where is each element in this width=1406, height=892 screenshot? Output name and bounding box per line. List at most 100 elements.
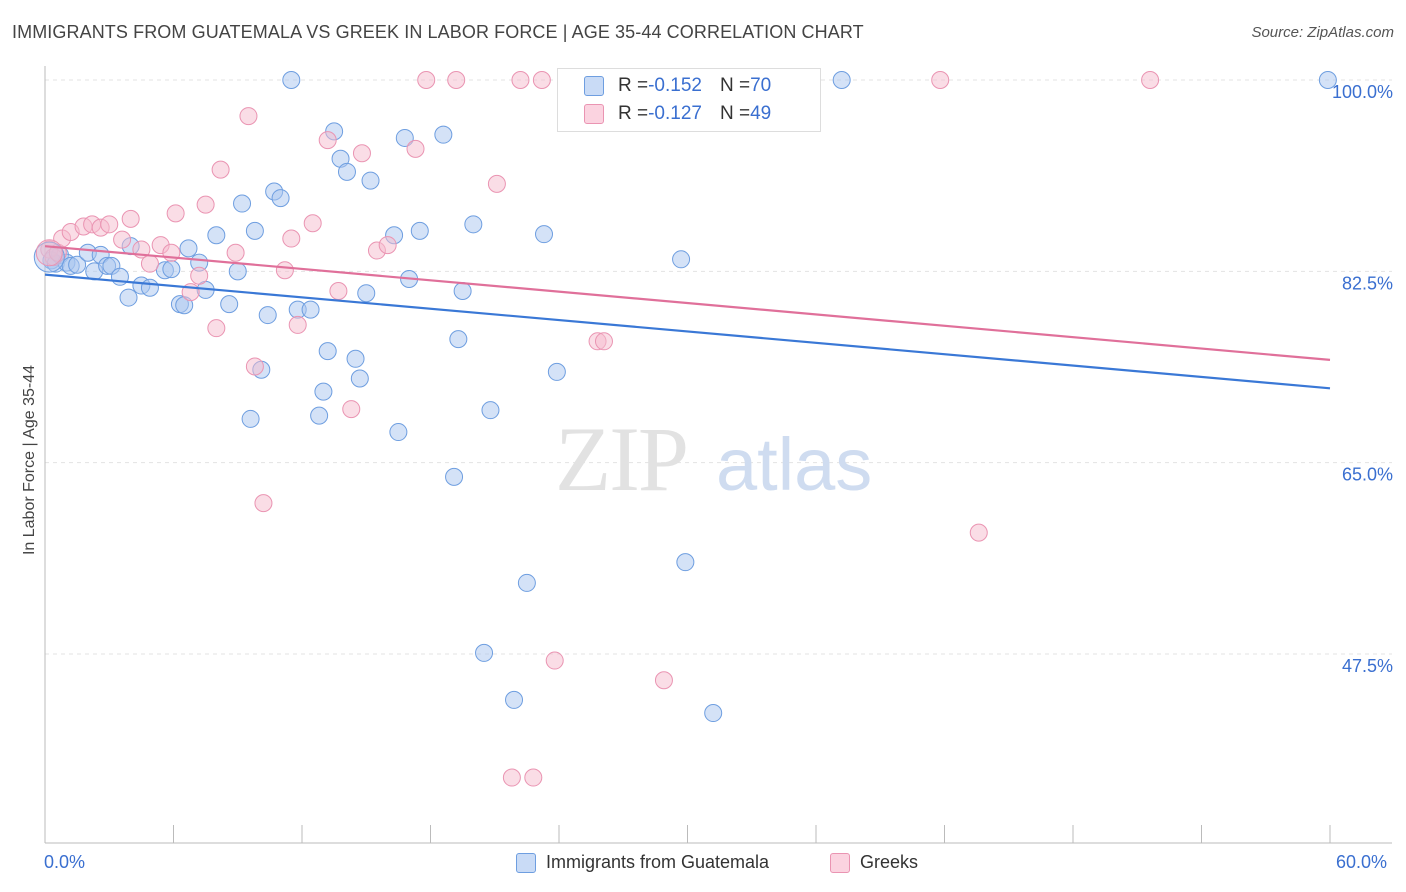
stats-row-greeks: R = -0.127 N = 49 — [584, 100, 771, 128]
point-guatemala — [258, 306, 277, 325]
trend-line-guatemala — [44, 273, 1331, 390]
point-greeks — [211, 160, 230, 179]
point-greeks — [245, 357, 264, 376]
trend-lines — [44, 245, 1331, 390]
stats-row-guatemala: R = -0.152 N = 70 — [584, 72, 771, 100]
point-guatemala — [241, 409, 260, 428]
point-guatemala — [310, 406, 329, 425]
point-greeks — [532, 71, 551, 89]
x-tick-label-min: 0.0% — [44, 852, 86, 872]
point-greeks — [342, 400, 361, 419]
stats-legend: R = -0.152 N = 70 R = -0.127 N = 49 — [557, 68, 821, 132]
stats-n-label: N = — [719, 103, 751, 124]
point-guatemala — [445, 467, 464, 486]
axes — [44, 66, 1392, 844]
point-guatemala — [434, 125, 453, 144]
stats-swatch-guatemala — [584, 76, 604, 96]
point-guatemala — [337, 162, 356, 181]
point-guatemala — [33, 241, 65, 273]
point-guatemala — [179, 239, 198, 258]
watermark: ZIP atlas — [555, 408, 872, 510]
point-greeks — [511, 71, 530, 89]
point-greeks — [352, 144, 371, 163]
point-guatemala — [1318, 71, 1337, 89]
source-label: Source: ZipAtlas.com — [1251, 24, 1394, 41]
point-greeks — [969, 523, 988, 542]
watermark-atlas: atlas — [716, 423, 872, 506]
stats-r-label: R = — [618, 75, 649, 96]
stats-r-value: -0.127 — [648, 103, 702, 124]
point-guatemala — [119, 288, 138, 307]
y-tick-label: 47.5% — [1342, 656, 1393, 676]
point-guatemala — [314, 382, 333, 401]
point-greeks — [100, 215, 119, 234]
legend-swatch-greeks — [830, 852, 850, 873]
point-guatemala — [453, 282, 472, 301]
point-guatemala — [361, 171, 380, 190]
point-greeks — [226, 243, 245, 262]
point-greeks — [406, 139, 425, 158]
point-greeks — [545, 651, 564, 670]
point-greeks — [190, 266, 209, 285]
trend-line-greeks — [44, 245, 1331, 361]
legend-swatch-guatemala — [516, 852, 536, 873]
point-guatemala — [464, 215, 483, 234]
point-greeks — [254, 494, 273, 513]
point-greeks — [329, 282, 348, 301]
point-greeks — [121, 209, 140, 228]
point-guatemala — [271, 189, 290, 208]
stats-r-label: R = — [618, 103, 649, 124]
point-guatemala — [68, 255, 87, 274]
legend-item-guatemala[interactable]: Immigrants from Guatemala — [516, 852, 769, 873]
point-guatemala — [475, 643, 494, 662]
point-guatemala — [282, 71, 301, 89]
point-greeks — [282, 229, 301, 248]
point-guatemala — [228, 262, 247, 281]
legend-label-guatemala: Immigrants from Guatemala — [546, 852, 770, 872]
y-tick-label: 100.0% — [1332, 82, 1393, 102]
x-tick-label-max: 60.0% — [1336, 852, 1388, 872]
point-guatemala — [346, 349, 365, 368]
point-greeks — [275, 261, 294, 280]
data-points — [33, 71, 1337, 787]
point-greeks — [1141, 71, 1160, 89]
point-greeks — [35, 239, 63, 267]
point-guatemala — [410, 221, 429, 240]
y-tick-label: 82.5% — [1342, 273, 1393, 293]
legend-label-greeks: Greeks — [860, 852, 919, 872]
point-guatemala — [395, 128, 414, 147]
point-greeks — [288, 315, 307, 334]
point-greeks — [318, 131, 337, 150]
point-guatemala — [672, 250, 691, 269]
stats-swatch-greeks — [584, 104, 604, 124]
point-guatemala — [505, 690, 524, 709]
stats-n-value: 70 — [750, 75, 772, 96]
point-greeks — [654, 671, 673, 690]
point-guatemala — [220, 295, 239, 314]
point-guatemala — [357, 284, 376, 303]
series-legend: Immigrants from Guatemala Greeks — [0, 852, 1406, 878]
point-greeks — [502, 768, 521, 787]
point-guatemala — [481, 401, 500, 420]
point-guatemala — [547, 362, 566, 381]
point-guatemala — [676, 553, 695, 572]
point-guatemala — [162, 260, 181, 279]
point-greeks — [166, 204, 185, 223]
point-greeks — [303, 214, 322, 233]
watermark-zip: ZIP — [555, 408, 687, 510]
point-guatemala — [517, 573, 536, 592]
point-greeks — [140, 254, 159, 273]
y-tick-labels: 100.0% 82.5% 65.0% 47.5% — [1332, 82, 1393, 676]
point-guatemala — [318, 342, 337, 361]
chart-title: IMMIGRANTS FROM GUATEMALA VS GREEK IN LA… — [12, 22, 864, 42]
point-guatemala — [245, 221, 264, 240]
point-greeks — [113, 230, 132, 249]
point-greeks — [524, 768, 543, 787]
legend-item-greeks[interactable]: Greeks — [830, 852, 918, 873]
stats-r-value: -0.152 — [648, 75, 702, 96]
point-greeks — [239, 107, 258, 126]
point-guatemala — [704, 704, 723, 723]
point-greeks — [931, 71, 950, 89]
point-greeks — [447, 71, 466, 89]
stats-n-label: N = — [719, 75, 751, 96]
